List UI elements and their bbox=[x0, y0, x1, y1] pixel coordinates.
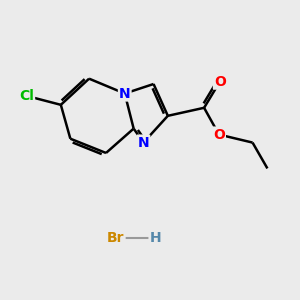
Text: N: N bbox=[119, 86, 130, 100]
Text: N: N bbox=[138, 136, 149, 150]
Text: O: O bbox=[213, 128, 225, 142]
Text: H: H bbox=[149, 231, 161, 245]
Text: O: O bbox=[214, 75, 226, 88]
Text: Cl: Cl bbox=[19, 89, 34, 103]
Text: Br: Br bbox=[107, 231, 124, 245]
